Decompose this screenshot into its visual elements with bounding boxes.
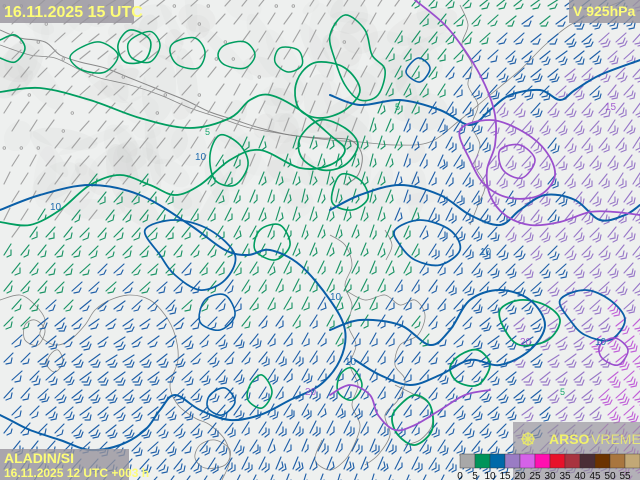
svg-text:5: 5 <box>205 127 210 137</box>
svg-text:V 925hPa: V 925hPa <box>573 3 635 19</box>
svg-text:10: 10 <box>195 152 207 163</box>
svg-text:16.11.2025 15 UTC: 16.11.2025 15 UTC <box>4 4 143 21</box>
svg-text:50: 50 <box>604 471 616 480</box>
svg-text:16.11.2025 12 UTC +003 h: 16.11.2025 12 UTC +003 h <box>4 466 149 480</box>
svg-text:10: 10 <box>484 471 496 480</box>
svg-text:30: 30 <box>544 471 556 480</box>
svg-text:5: 5 <box>395 102 400 112</box>
svg-text:20: 20 <box>514 471 526 480</box>
svg-text:20: 20 <box>520 337 532 348</box>
svg-text:5: 5 <box>560 387 565 397</box>
svg-text:10: 10 <box>50 202 62 213</box>
svg-text:55: 55 <box>619 471 631 480</box>
svg-text:15: 15 <box>605 102 617 113</box>
svg-text:45: 45 <box>589 471 601 480</box>
svg-text:ARSO: ARSO <box>549 431 590 447</box>
svg-text:10: 10 <box>330 292 342 303</box>
svg-text:ALADIN/SI: ALADIN/SI <box>4 450 74 466</box>
svg-text:35: 35 <box>559 471 571 480</box>
svg-text:25: 25 <box>529 471 541 480</box>
svg-text:20: 20 <box>305 387 317 398</box>
svg-text:15: 15 <box>499 471 511 480</box>
svg-text:10: 10 <box>345 357 357 368</box>
svg-text:VREME: VREME <box>591 431 640 447</box>
svg-text:40: 40 <box>574 471 586 480</box>
svg-text:10: 10 <box>480 247 492 258</box>
svg-text:5: 5 <box>472 471 478 480</box>
svg-text:0: 0 <box>457 471 463 480</box>
svg-text:10: 10 <box>595 337 607 348</box>
